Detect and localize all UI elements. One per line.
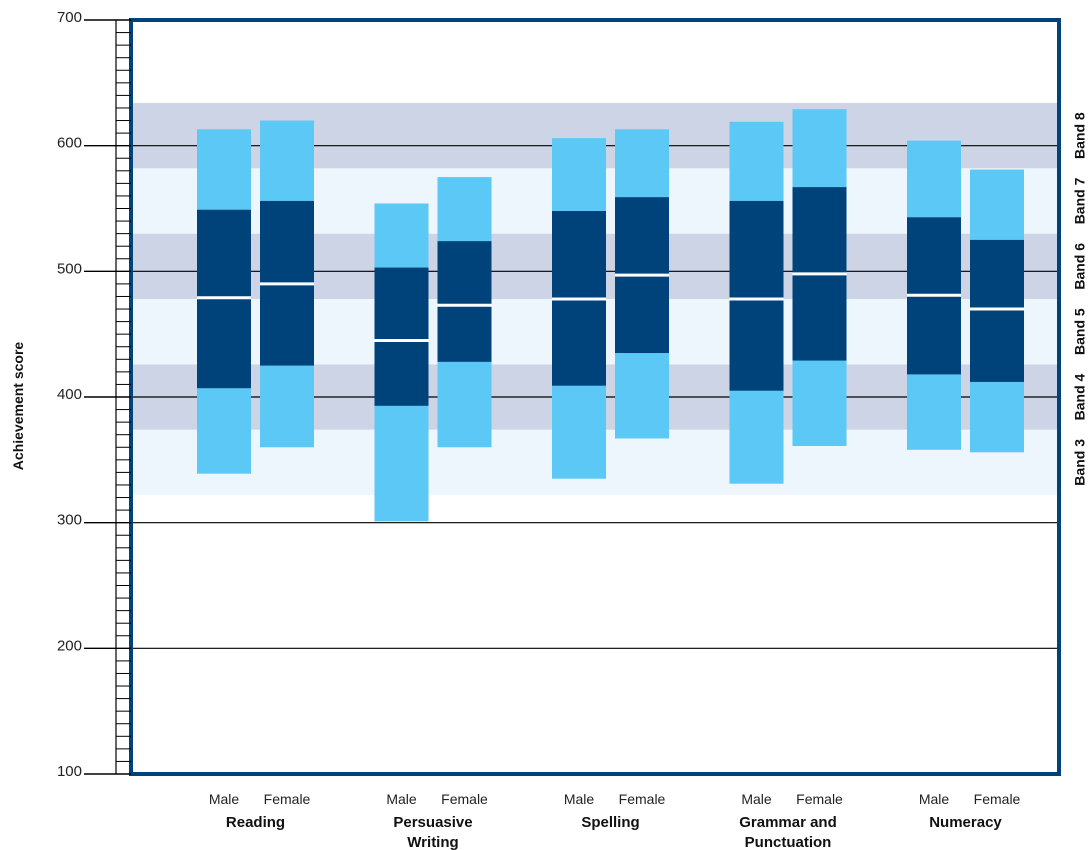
reading-male-label: Male: [209, 791, 240, 807]
y-axis-title: Achievement score: [10, 342, 26, 471]
persuasive-writing-female-inner-range-bar: [437, 241, 492, 362]
persuasive-writing-domain-label: Writing: [407, 834, 458, 850]
persuasive-writing-female-label: Female: [441, 791, 488, 807]
y-tick-label: 100: [57, 763, 82, 780]
grammar-and-punctuation-domain-label: Grammar and: [739, 814, 837, 831]
spelling-female-label: Female: [619, 791, 666, 807]
y-tick-label: 600: [57, 135, 82, 152]
numeracy-female-label: Female: [974, 791, 1021, 807]
persuasive-writing-domain-label: Persuasive: [393, 814, 472, 831]
y-axis: 100 200 300 400 500 600 700: [57, 9, 131, 780]
persuasive-writing-male-label: Male: [386, 791, 417, 807]
band-label-band-7: Band 7: [1072, 177, 1088, 224]
band-label-band-8: Band 8: [1072, 112, 1088, 159]
y-tick-label: 500: [57, 260, 82, 277]
grammar-and-punctuation-male-label: Male: [741, 791, 772, 807]
spelling-male-label: Male: [564, 791, 595, 807]
bars-layer: [197, 109, 1024, 522]
numeracy-female-inner-range-bar: [970, 239, 1024, 382]
grammar-and-punctuation-female-label: Female: [796, 791, 843, 807]
y-tick-label: 400: [57, 386, 82, 403]
band-label-band-5: Band 5: [1072, 308, 1088, 355]
band-label-band-3: Band 3: [1072, 439, 1088, 486]
x-axis-labels: Male Female Reading Male Female Persuasive Wri…: [209, 791, 1021, 850]
spelling-domain-label: Spelling: [581, 814, 639, 831]
grammar-and-punctuation-domain-label: Punctuation: [745, 834, 832, 850]
reading-female-label: Female: [264, 791, 311, 807]
numeracy-male-label: Male: [919, 791, 950, 807]
y-tick-label: 200: [57, 637, 82, 654]
y-tick-label: 700: [57, 9, 82, 26]
persuasive-writing-male-inner-range-bar: [374, 267, 429, 406]
band-label-band-6: Band 6: [1072, 243, 1088, 290]
reading-domain-label: Reading: [226, 814, 285, 831]
band-labels: Band 3 Band 4 Band 5 Band 6 Band 7 Band 8: [1072, 112, 1088, 486]
numeracy-domain-label: Numeracy: [929, 814, 1002, 831]
y-tick-label: 300: [57, 512, 82, 529]
grammar-and-punctuation-male-inner-range-bar: [729, 200, 784, 391]
band-label-band-4: Band 4: [1072, 373, 1088, 420]
